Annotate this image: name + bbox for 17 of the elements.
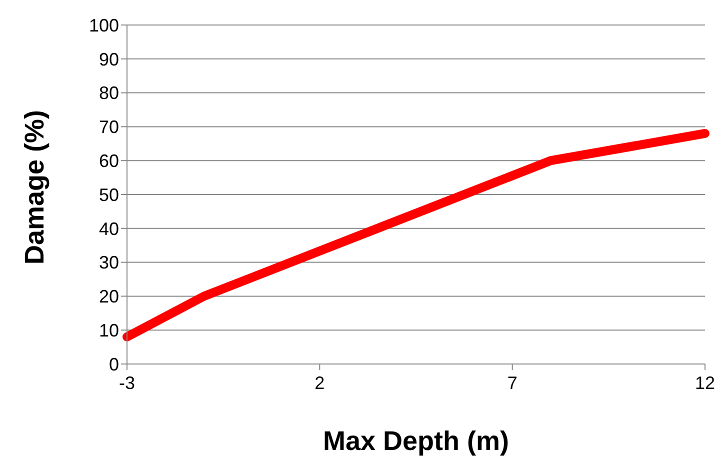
x-tick-label: -3 [118,372,136,393]
y-axis-title: Damage (%) [20,110,50,264]
x-tick-label: 7 [507,372,518,393]
y-tick-label: 10 [98,320,119,340]
y-tick-label: 50 [98,184,119,205]
y-tick-label: 20 [98,286,119,307]
x-tick-label: 12 [694,372,716,393]
y-tick-label: 90 [98,49,119,70]
y-tick-label: 70 [98,117,119,138]
y-tick-label: 40 [98,218,119,239]
y-tick-label: 30 [98,252,119,273]
x-tick-label: 2 [314,372,325,393]
y-tick-label: 60 [98,150,119,171]
x-axis-title: Max Depth (m) [322,426,510,456]
y-tick-label: 100 [88,15,119,36]
y-tick-label: 80 [98,83,119,104]
y-tick-label: 0 [108,354,119,374]
